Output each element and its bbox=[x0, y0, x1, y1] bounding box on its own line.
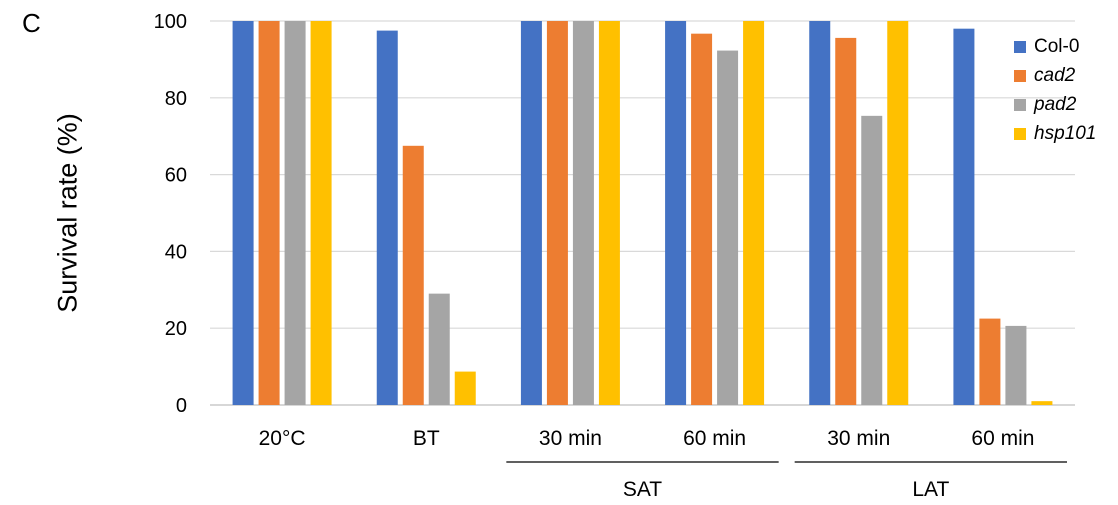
y-tick-label: 80 bbox=[165, 88, 187, 110]
bars bbox=[232, 21, 1053, 406]
legend-label: cad2 bbox=[1034, 64, 1076, 86]
group-label: LAT bbox=[912, 478, 949, 501]
legend-item: hsp101 bbox=[1014, 119, 1096, 148]
x-tick-labels: 20°C BT 30 min 60 min 30 min 60 min bbox=[259, 427, 1035, 450]
legend: Col-0 cad2 pad2 hsp101 bbox=[1014, 32, 1096, 148]
y-tick-label: 40 bbox=[165, 241, 187, 263]
y-tick-label: 100 bbox=[154, 11, 187, 33]
gridlines bbox=[210, 20, 1075, 406]
bar-pad2-4 bbox=[861, 115, 883, 406]
panel-letter: C bbox=[22, 8, 41, 38]
bar-pad2-2 bbox=[572, 21, 594, 405]
bar-col-0-4 bbox=[809, 21, 831, 405]
bar-hsp101-4 bbox=[887, 21, 909, 405]
category-groups: SAT LAT bbox=[506, 461, 1067, 501]
bar-col-0-5 bbox=[953, 28, 975, 406]
y-tick-label: 20 bbox=[165, 318, 187, 340]
legend-item: pad2 bbox=[1014, 90, 1096, 119]
x-tick-label: 60 min bbox=[971, 427, 1034, 450]
bar-col-0-3 bbox=[665, 21, 687, 405]
bar-col-0-0 bbox=[232, 21, 254, 405]
bar-hsp101-3 bbox=[743, 21, 765, 405]
x-tick-label: 30 min bbox=[827, 427, 890, 450]
bar-pad2-1 bbox=[428, 293, 450, 405]
bar-pad2-0 bbox=[284, 21, 306, 405]
bar-col-0-2 bbox=[520, 21, 542, 405]
x-tick-label: 30 min bbox=[539, 427, 602, 450]
legend-item: Col-0 bbox=[1014, 32, 1096, 61]
legend-swatch bbox=[1014, 98, 1026, 111]
group-label: SAT bbox=[623, 478, 662, 501]
x-tick-label: 20°C bbox=[259, 427, 306, 450]
bar-cad2-3 bbox=[691, 33, 713, 406]
bar-cad2-4 bbox=[835, 37, 857, 406]
legend-label: Col-0 bbox=[1034, 35, 1080, 57]
x-tick-label: 60 min bbox=[683, 427, 746, 450]
bar-cad2-2 bbox=[546, 21, 568, 405]
bar-cad2-1 bbox=[402, 145, 424, 406]
bar-col-0-1 bbox=[376, 30, 398, 405]
bar-hsp101-1 bbox=[454, 371, 476, 405]
bar-pad2-5 bbox=[1005, 325, 1027, 405]
legend-label: hsp101 bbox=[1034, 122, 1097, 144]
bar-hsp101-0 bbox=[310, 21, 332, 405]
bar-hsp101-2 bbox=[598, 21, 620, 405]
legend-item: cad2 bbox=[1014, 61, 1096, 90]
bar-cad2-0 bbox=[258, 21, 280, 405]
legend-swatch bbox=[1014, 69, 1026, 82]
legend-swatch bbox=[1014, 40, 1026, 53]
bar-hsp101-5 bbox=[1031, 401, 1053, 405]
legend-label: pad2 bbox=[1034, 93, 1077, 115]
bar-pad2-3 bbox=[717, 50, 739, 406]
bar-cad2-5 bbox=[979, 318, 1001, 405]
y-tick-labels: 0 20 40 60 80 100 bbox=[154, 11, 187, 417]
legend-swatch bbox=[1014, 127, 1026, 140]
y-tick-label: 60 bbox=[165, 165, 187, 187]
y-tick-label: 0 bbox=[176, 395, 187, 417]
x-tick-label: BT bbox=[413, 427, 440, 450]
